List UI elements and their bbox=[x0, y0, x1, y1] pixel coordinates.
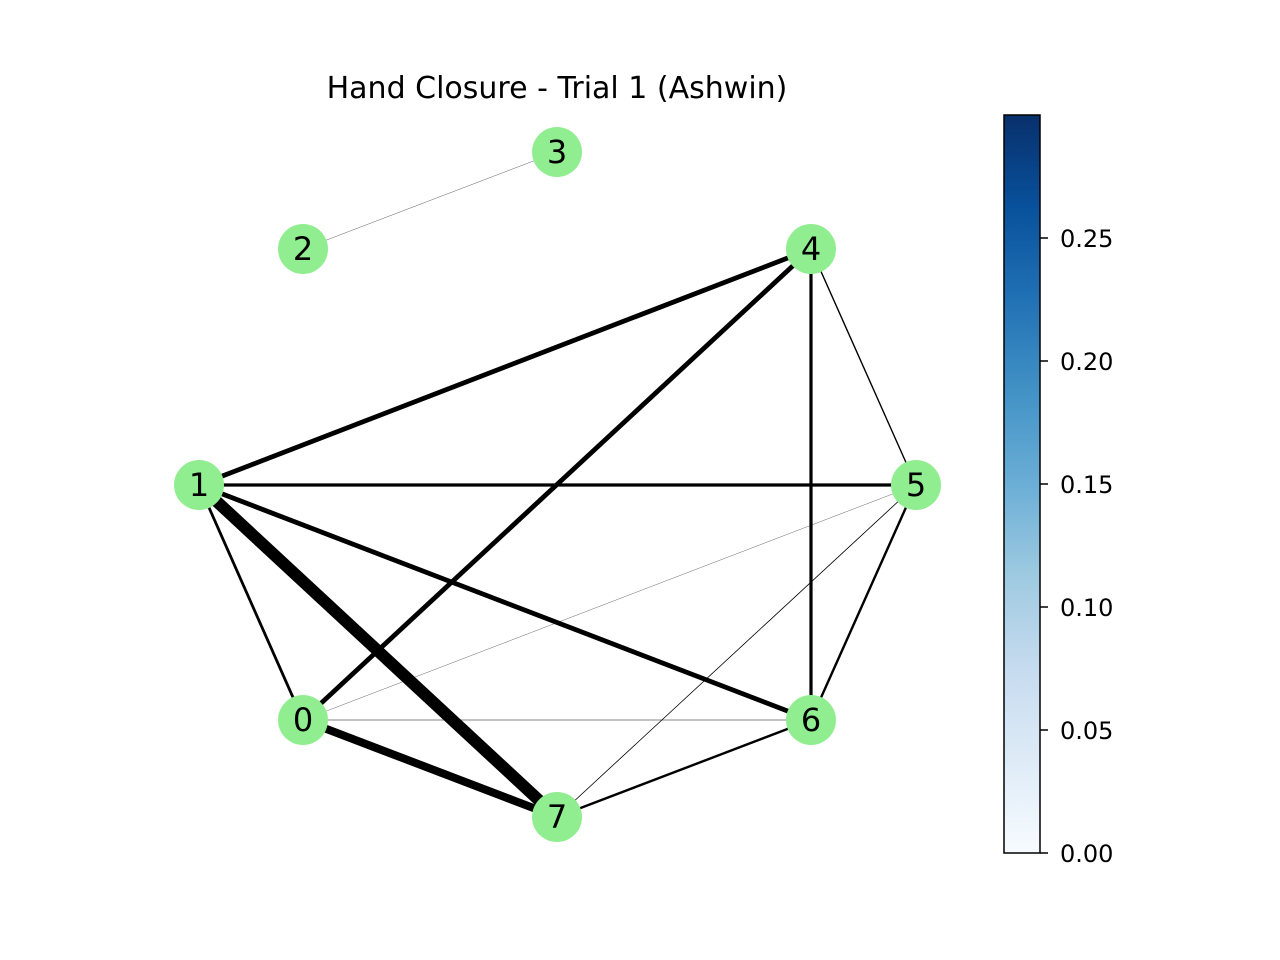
edge-6-7 bbox=[556, 718, 812, 819]
node-label-2: 2 bbox=[293, 230, 313, 268]
colorbar-tick-label: 0.00 bbox=[1060, 840, 1113, 868]
colorbar-ticks: 0.00 0.05 0.10 0.15 0.20 0.25 bbox=[1040, 225, 1113, 868]
edge-4-5 bbox=[810, 248, 917, 486]
node-circle-6 bbox=[786, 695, 836, 745]
edge-0-7 bbox=[301, 716, 559, 821]
node-label-5: 5 bbox=[906, 466, 926, 504]
nodes-layer: 0 1 2 3 4 5 6 7 bbox=[174, 127, 941, 842]
edge-5-6 bbox=[809, 484, 918, 721]
node-circle-1 bbox=[174, 460, 224, 510]
node-label-6: 6 bbox=[801, 701, 821, 739]
chart-title: Hand Closure - Trial 1 (Ashwin) bbox=[327, 71, 788, 106]
colorbar-tick-label: 0.15 bbox=[1060, 471, 1113, 499]
node-label-4: 4 bbox=[801, 230, 821, 268]
node-2: 2 bbox=[278, 224, 328, 274]
edge-5-7 bbox=[556, 484, 917, 818]
node-5: 5 bbox=[891, 460, 941, 510]
node-label-0: 0 bbox=[293, 701, 313, 739]
node-6: 6 bbox=[786, 695, 836, 745]
edge-0-5 bbox=[302, 484, 917, 721]
edge-2-3 bbox=[302, 151, 558, 250]
node-label-7: 7 bbox=[547, 798, 567, 836]
node-7: 7 bbox=[532, 792, 582, 842]
node-circle-5 bbox=[891, 460, 941, 510]
node-circle-7 bbox=[532, 792, 582, 842]
edge-1-0 bbox=[197, 484, 305, 721]
edges-layer bbox=[194, 151, 918, 822]
edge-1-6 bbox=[198, 482, 812, 723]
node-circle-2 bbox=[278, 224, 328, 274]
node-3: 3 bbox=[532, 127, 582, 177]
colorbar-tick-label: 0.25 bbox=[1060, 225, 1113, 253]
node-circle-3 bbox=[532, 127, 582, 177]
colorbar-tick-label: 0.10 bbox=[1060, 594, 1113, 622]
node-label-3: 3 bbox=[547, 133, 567, 171]
colorbar: 0.00 0.05 0.10 0.15 0.20 0.25 bbox=[1003, 114, 1113, 868]
node-4: 4 bbox=[786, 224, 836, 274]
colorbar-tick-label: 0.05 bbox=[1060, 717, 1113, 745]
node-1: 1 bbox=[174, 460, 224, 510]
node-circle-0 bbox=[278, 695, 328, 745]
node-0: 0 bbox=[278, 695, 328, 745]
colorbar-tick-label: 0.20 bbox=[1060, 348, 1113, 376]
node-label-1: 1 bbox=[189, 466, 209, 504]
colorbar-gradient bbox=[1003, 114, 1041, 854]
node-circle-4 bbox=[786, 224, 836, 274]
edge-1-4 bbox=[198, 246, 812, 488]
